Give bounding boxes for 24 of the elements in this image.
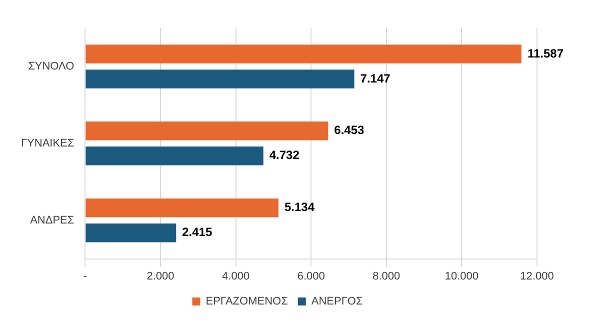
x-tick-label: 2.000 xyxy=(146,270,174,282)
x-tick-label: 8.000 xyxy=(372,270,400,282)
data-label: 5.134 xyxy=(284,200,315,214)
data-label: 7.147 xyxy=(360,71,391,86)
data-label: 4.732 xyxy=(269,148,300,162)
legend-label: ΕΡΓΑΖΟΜΕΝΟΣ xyxy=(206,296,288,308)
legend-label: ΑΝΕΡΓΟΣ xyxy=(311,296,363,308)
x-tick-label: 4.000 xyxy=(222,270,250,282)
bar xyxy=(86,44,522,64)
bar xyxy=(86,223,176,242)
y-tick-label: ΣΥΝΟΛΟ xyxy=(28,60,75,72)
data-label: 6.453 xyxy=(334,123,365,138)
bar xyxy=(86,70,354,88)
bar xyxy=(86,198,278,218)
data-label: 2.415 xyxy=(182,225,212,240)
data-label: 11.587 xyxy=(527,46,564,60)
y-tick-label: ΑΝΔΡΕΣ xyxy=(30,214,74,226)
bar xyxy=(86,122,328,140)
y-tick-label: ΓΥΝΑΙΚΕΣ xyxy=(20,137,74,150)
x-tick-label: 12.000 xyxy=(520,270,554,282)
x-tick-label: - xyxy=(83,270,88,282)
bar xyxy=(86,146,264,166)
x-tick-label: 6.000 xyxy=(297,270,325,282)
x-tick-label: 10.000 xyxy=(444,270,479,282)
